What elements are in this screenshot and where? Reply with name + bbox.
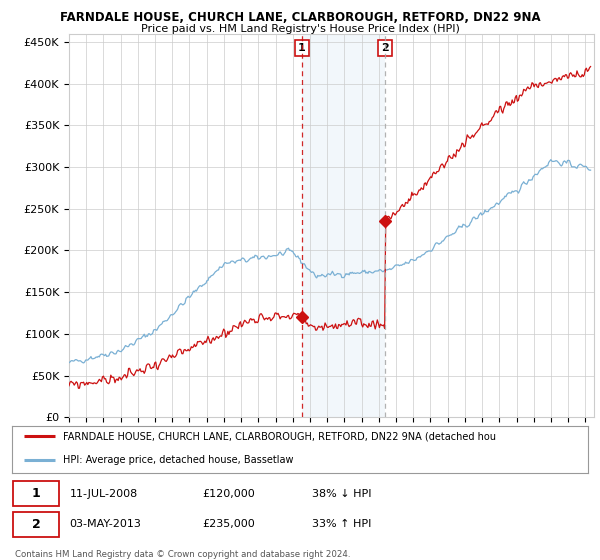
Text: HPI: Average price, detached house, Bassetlaw: HPI: Average price, detached house, Bass… xyxy=(62,455,293,465)
Text: Price paid vs. HM Land Registry's House Price Index (HPI): Price paid vs. HM Land Registry's House … xyxy=(140,24,460,34)
Text: 33% ↑ HPI: 33% ↑ HPI xyxy=(311,520,371,530)
Text: 03-MAY-2013: 03-MAY-2013 xyxy=(70,520,142,530)
FancyBboxPatch shape xyxy=(13,482,59,506)
Text: Contains HM Land Registry data © Crown copyright and database right 2024.
This d: Contains HM Land Registry data © Crown c… xyxy=(15,550,350,560)
Text: 1: 1 xyxy=(32,487,41,500)
Text: £120,000: £120,000 xyxy=(202,488,255,498)
Text: 2: 2 xyxy=(381,43,389,53)
Text: FARNDALE HOUSE, CHURCH LANE, CLARBOROUGH, RETFORD, DN22 9NA: FARNDALE HOUSE, CHURCH LANE, CLARBOROUGH… xyxy=(59,11,541,24)
Text: 38% ↓ HPI: 38% ↓ HPI xyxy=(311,488,371,498)
Text: 1: 1 xyxy=(298,43,306,53)
Text: 2: 2 xyxy=(32,518,41,531)
Bar xyxy=(302,34,385,417)
Text: £235,000: £235,000 xyxy=(202,520,255,530)
Text: 11-JUL-2008: 11-JUL-2008 xyxy=(70,488,138,498)
Text: FARNDALE HOUSE, CHURCH LANE, CLARBOROUGH, RETFORD, DN22 9NA (detached hou: FARNDALE HOUSE, CHURCH LANE, CLARBOROUGH… xyxy=(62,431,496,441)
FancyBboxPatch shape xyxy=(13,512,59,536)
